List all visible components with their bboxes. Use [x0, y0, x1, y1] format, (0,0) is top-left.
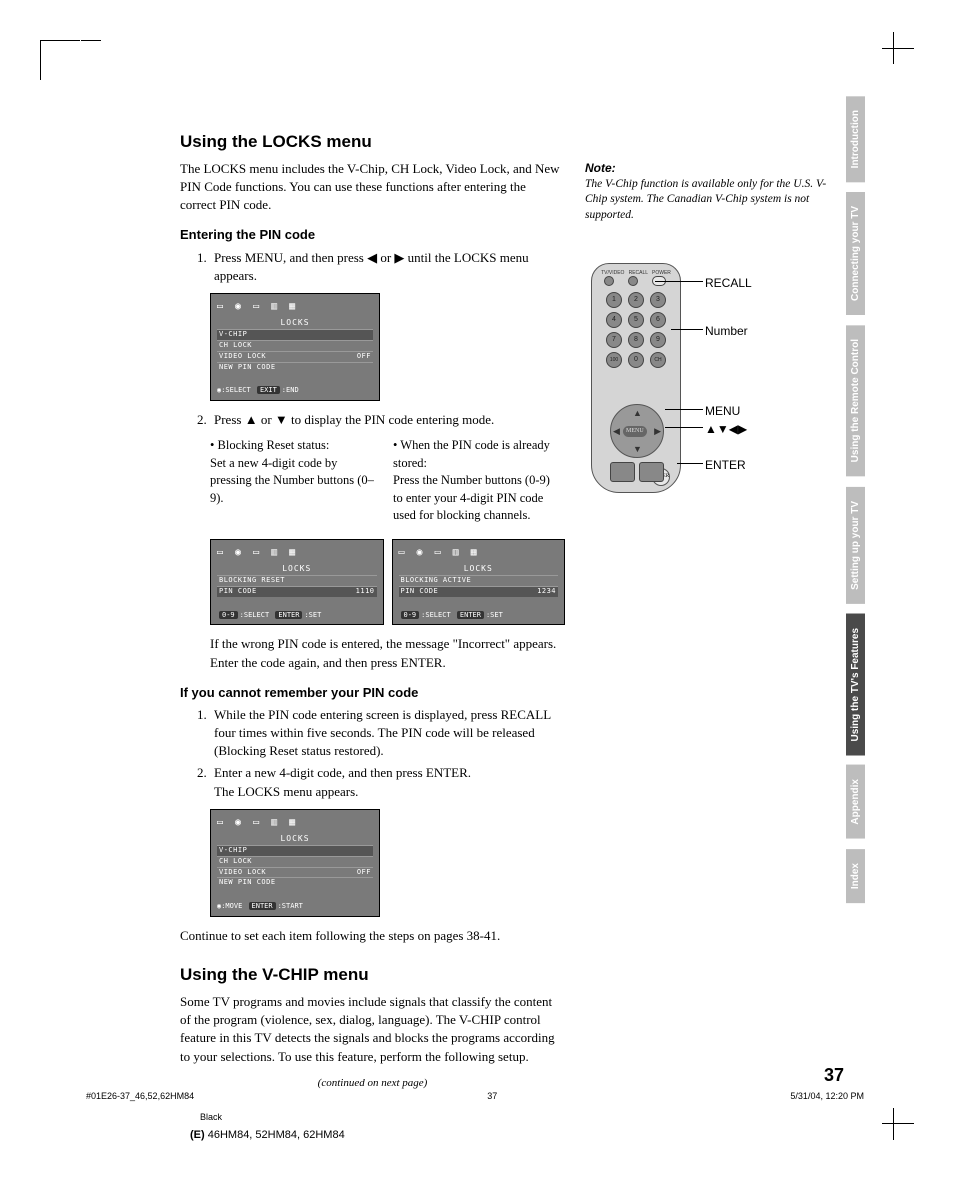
- subhead-pin: Entering the PIN code: [180, 226, 565, 244]
- callout-arrows: ▲▼◀▶: [705, 421, 747, 438]
- tab-intro: Introduction: [846, 96, 865, 182]
- tab-appendix: Appendix: [846, 765, 865, 839]
- bullet-stored: When the PIN code is already stored: Pre…: [393, 437, 558, 525]
- footer-models: (E) 46HM84, 52HM84, 62HM84: [190, 1128, 874, 1143]
- tab-setup: Setting up your TV: [846, 487, 865, 604]
- continue-text: Continue to set each item following the …: [180, 927, 565, 945]
- continued-label: (continued on next page): [180, 1076, 565, 1091]
- remote-illustration: TV/VIDEO RECALL POWER 123 456 789 1000CH…: [591, 263, 681, 493]
- note-heading: Note:: [585, 160, 845, 177]
- side-column: Note: The V-Chip function is available o…: [585, 130, 845, 513]
- footer: #01E26-37_46,52,62HM84 37 5/31/04, 12:20…: [80, 1090, 874, 1143]
- page-number: 37: [824, 1063, 844, 1088]
- osd-locks-1: ▭ ◉ ▭ ▥ ▦ LOCKS V-CHIP CH LOCK VIDEO LOC…: [210, 293, 380, 401]
- step-2: Press ▲ or ▼ to display the PIN code ent…: [210, 411, 565, 429]
- footer-pg: 37: [487, 1090, 497, 1103]
- forgot-step-1: While the PIN code entering screen is di…: [210, 706, 565, 761]
- tab-index: Index: [846, 849, 865, 903]
- intro-text: The LOCKS menu includes the V-Chip, CH L…: [180, 160, 565, 215]
- osd-locks-2: ▭ ◉ ▭ ▥ ▦ LOCKS V-CHIP CH LOCK VIDEO LOC…: [210, 809, 380, 917]
- callout-number: Number: [705, 323, 748, 340]
- footer-date: 5/31/04, 12:20 PM: [790, 1090, 864, 1103]
- bullet-reset: Blocking Reset status: Set a new 4-digit…: [210, 437, 375, 525]
- main-column: Using the LOCKS menu The LOCKS menu incl…: [180, 130, 565, 1097]
- callout-recall: RECALL: [705, 275, 752, 292]
- footer-file: #01E26-37_46,52,62HM84: [86, 1090, 194, 1103]
- subhead-forgot: If you cannot remember your PIN code: [180, 684, 565, 702]
- forgot-step-2: Enter a new 4-digit code, and then press…: [210, 764, 565, 800]
- tab-remote: Using the Remote Control: [846, 325, 865, 476]
- osd-active: ▭ ◉ ▭ ▥ ▦ LOCKS BLOCKING ACTIVE PIN CODE…: [392, 539, 566, 626]
- osd-reset: ▭ ◉ ▭ ▥ ▦ LOCKS BLOCKING RESET PIN CODE1…: [210, 539, 384, 626]
- note-body: The V-Chip function is available only fo…: [585, 177, 845, 224]
- heading-vchip: Using the V-CHIP menu: [180, 963, 565, 987]
- side-tabs: Introduction Connecting your TV Using th…: [846, 96, 876, 913]
- vchip-text: Some TV programs and movies include sign…: [180, 993, 565, 1066]
- step-1: Press MENU, and then press ◀ or ▶ until …: [210, 249, 565, 285]
- wrong-pin-text: If the wrong PIN code is entered, the me…: [210, 635, 565, 671]
- tab-features: Using the TV's Features: [846, 614, 865, 756]
- footer-black: Black: [200, 1111, 874, 1124]
- heading-locks: Using the LOCKS menu: [180, 130, 565, 154]
- tab-connect: Connecting your TV: [846, 192, 865, 315]
- callout-enter: ENTER: [705, 457, 746, 474]
- callout-menu: MENU: [705, 403, 740, 420]
